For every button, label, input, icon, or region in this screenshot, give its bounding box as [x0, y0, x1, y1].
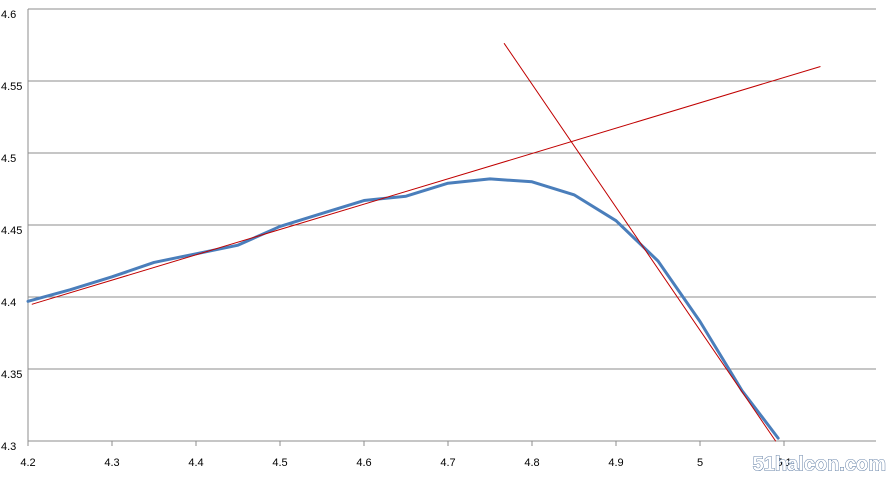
- y-tick-label: 4.3: [1, 441, 16, 453]
- x-tick-label: 4.4: [188, 457, 203, 469]
- x-tick-label: 4.5: [272, 457, 287, 469]
- x-tick-label: 4.3: [104, 457, 119, 469]
- x-tick-label: 4.8: [524, 457, 539, 469]
- y-tick-label: 4.6: [1, 9, 16, 21]
- y-tick-label: 4.55: [1, 81, 22, 93]
- x-tick-label: 4.2: [20, 457, 35, 469]
- y-tick-label: 4.45: [1, 225, 22, 237]
- data-line: [26, 177, 780, 440]
- y-tick-label: 4.4: [1, 297, 16, 309]
- watermark: 51halcon.com: [753, 453, 886, 475]
- x-tick-label: 4.9: [608, 457, 623, 469]
- y-tick-label: 4.35: [1, 369, 22, 381]
- data-line: [31, 66, 821, 305]
- x-tick-label: 5: [697, 457, 703, 469]
- x-tick-label: 4.6: [356, 457, 371, 469]
- x-tick-label: 5.1: [776, 457, 791, 469]
- data-line: [503, 43, 777, 442]
- y-tick-label: 4.5: [1, 153, 16, 165]
- x-tick-label: 4.7: [440, 457, 455, 469]
